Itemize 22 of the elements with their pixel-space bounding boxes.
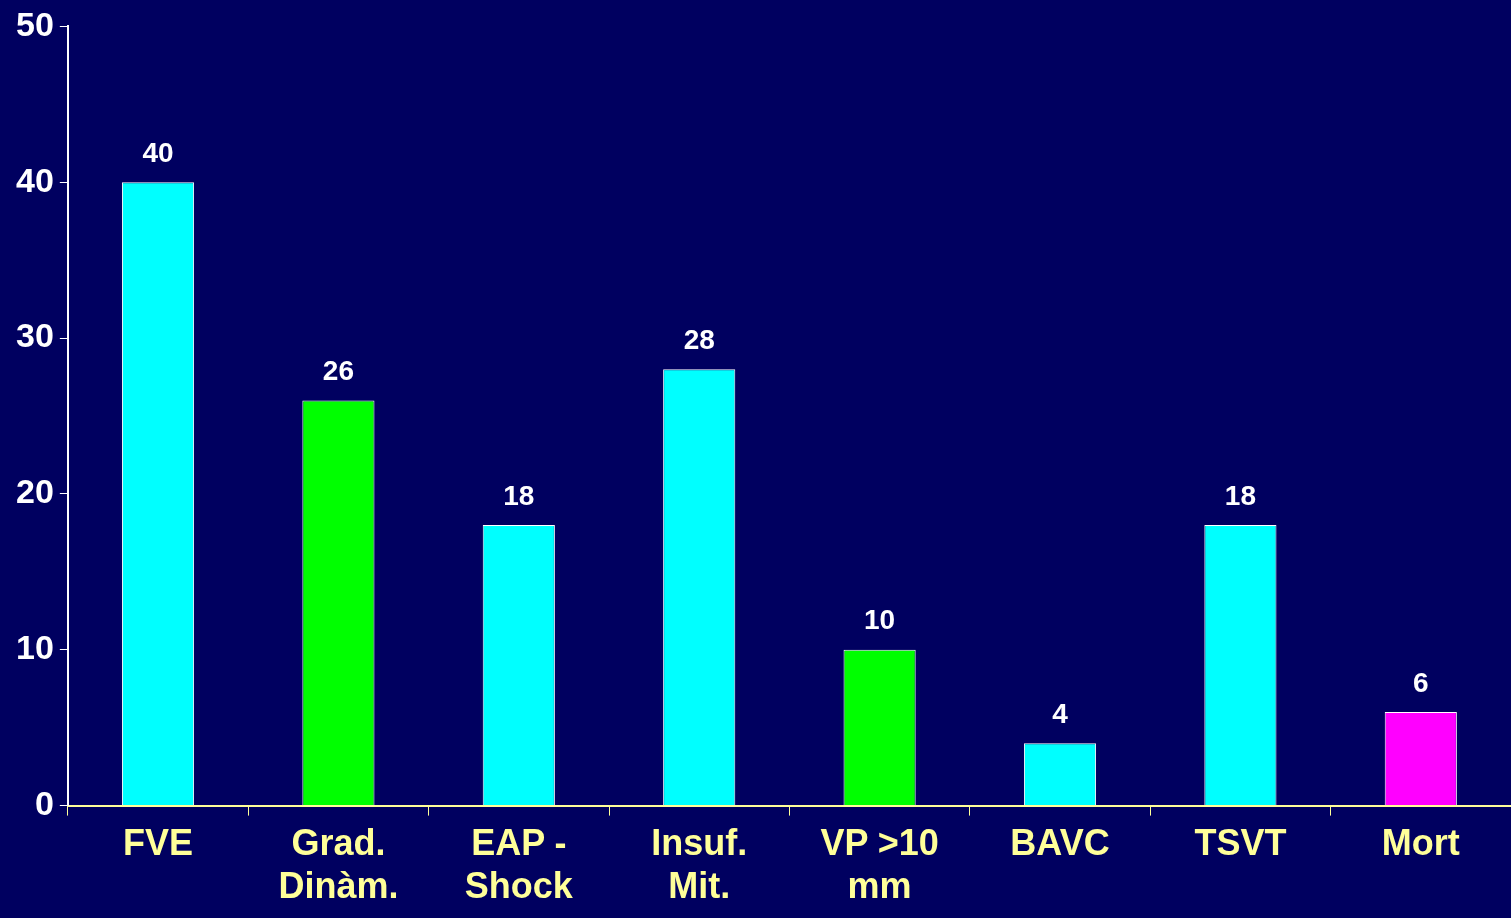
x-tick-label: BAVC [1010,822,1110,864]
y-tick-label: 0 [34,783,54,822]
data-label: 28 [683,323,715,355]
x-tick-label: Grad. Dinàm. [278,822,399,907]
y-tick-label: 20 [15,472,54,511]
data-label: 10 [864,604,896,636]
x-tick-label: Mort [1381,822,1460,864]
x-tick-label: TSVT [1194,822,1287,864]
data-label: 26 [322,355,354,387]
y-tick-label: 10 [15,628,54,667]
data-label: 18 [1224,479,1256,511]
data-label: 4 [1052,697,1069,729]
x-tick-label: FVE [123,822,194,864]
data-label: 18 [503,479,535,511]
x-tick-label: Insuf. Mit. [651,822,748,907]
y-tick-label: 30 [15,316,54,355]
x-tick-label: VP >10 mm [820,822,939,907]
data-label: 6 [1413,666,1429,698]
y-tick-label: 40 [15,160,54,199]
y-tick-label: 50 [15,4,54,43]
data-label: 40 [142,136,174,168]
x-tick-label: EAP - Shock [464,822,574,907]
